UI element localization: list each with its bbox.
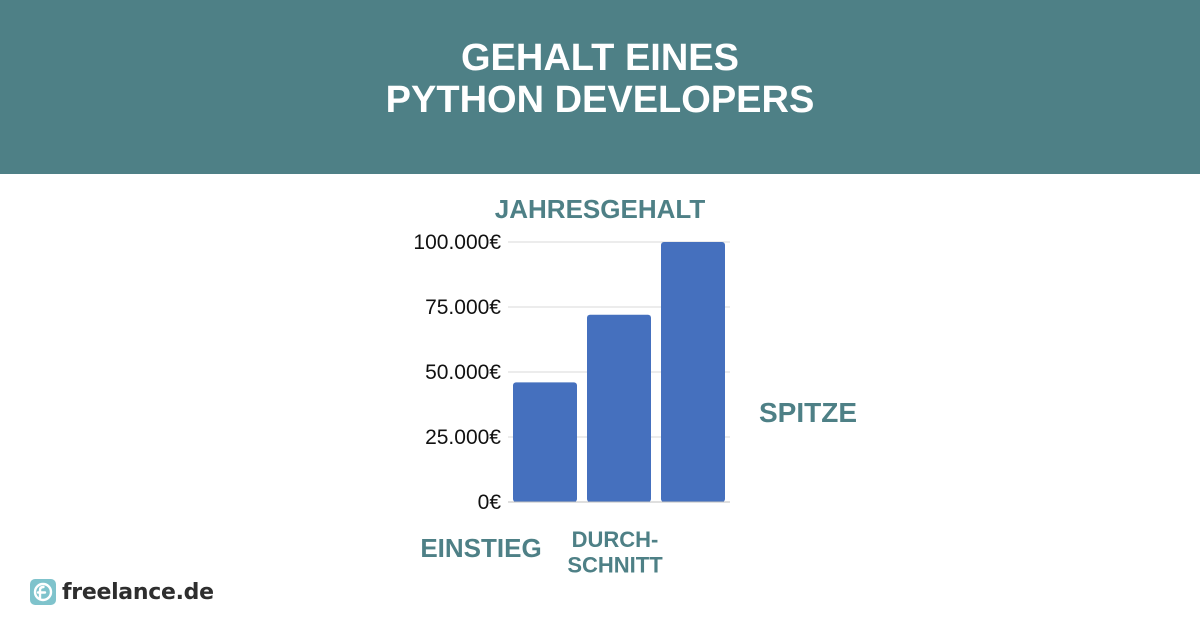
x-category-label-line: SCHNITT [567,552,663,577]
x-category-label: DURCH-SCHNITT [567,527,663,577]
y-tick-label: 75.000€ [425,296,501,319]
x-category-label-line: EINSTIEG [420,533,541,563]
y-tick-label: 0€ [478,491,502,514]
page-title-line-1: GEHALT EINES [461,37,739,79]
bar [661,242,725,502]
bar [587,314,651,502]
x-category-label-line: DURCH- [572,527,659,552]
bar [513,382,577,502]
y-tick-label: 25.000€ [425,426,501,449]
brand-name: freelance.de [62,579,214,605]
brand-logo[interactable]: freelance.de [30,578,214,606]
freelance-logo-icon [30,579,56,605]
y-tick-label: 100.000€ [413,231,501,254]
x-category-label: EINSTIEG [420,533,541,563]
chart-title: JAHRESGEHALT [495,194,706,224]
x-category-label-line: SPITZE [759,397,857,428]
y-tick-label: 50.000€ [425,361,501,384]
x-category-label: SPITZE [759,397,857,428]
header-banner: GEHALT EINES PYTHON DEVELOPERS [0,0,1200,174]
page-title-line-2: PYTHON DEVELOPERS [385,79,815,121]
